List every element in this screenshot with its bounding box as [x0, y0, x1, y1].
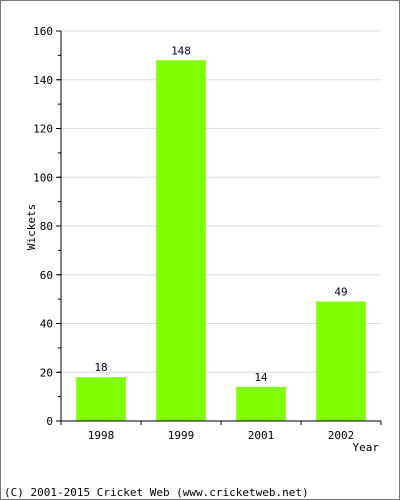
- bar-2002: [316, 301, 366, 421]
- y-tick-label: 160: [33, 25, 53, 38]
- data-label-1999: 148: [171, 44, 191, 57]
- bars: [76, 60, 366, 421]
- x-tick-label-1999: 1999: [168, 429, 195, 442]
- data-label-2002: 49: [334, 286, 347, 299]
- y-tick-label: 40: [40, 318, 53, 331]
- data-label-2001: 14: [254, 371, 268, 384]
- x-tick-label-1998: 1998: [88, 429, 115, 442]
- copyright-footer: (C) 2001-2015 Cricket Web (www.cricketwe…: [4, 486, 309, 499]
- bar-1999: [156, 60, 206, 421]
- y-axis-title: Wickets: [25, 204, 38, 250]
- x-tick-label-2001: 2001: [248, 429, 275, 442]
- y-tick-label: 120: [33, 123, 53, 136]
- bar-2001: [236, 386, 286, 421]
- y-tick-label: 0: [46, 415, 53, 428]
- x-axis-title: Year: [353, 441, 380, 454]
- y-tick-label: 100: [33, 171, 53, 184]
- data-label-1998: 18: [94, 361, 107, 374]
- x-tick-label-2002: 2002: [328, 429, 355, 442]
- tick-labels: 0 20 40 60 80 100 120 140 160 18 1998 148 1999 14 2001…: [33, 25, 354, 442]
- y-tick-label: 140: [33, 74, 53, 87]
- y-tick-label: 60: [40, 269, 53, 282]
- axes: [56, 30, 382, 425]
- bar-1998: [76, 377, 126, 421]
- y-tick-label: 20: [40, 366, 53, 379]
- y-tick-label: 80: [40, 220, 53, 233]
- grid-lines: [61, 30, 381, 373]
